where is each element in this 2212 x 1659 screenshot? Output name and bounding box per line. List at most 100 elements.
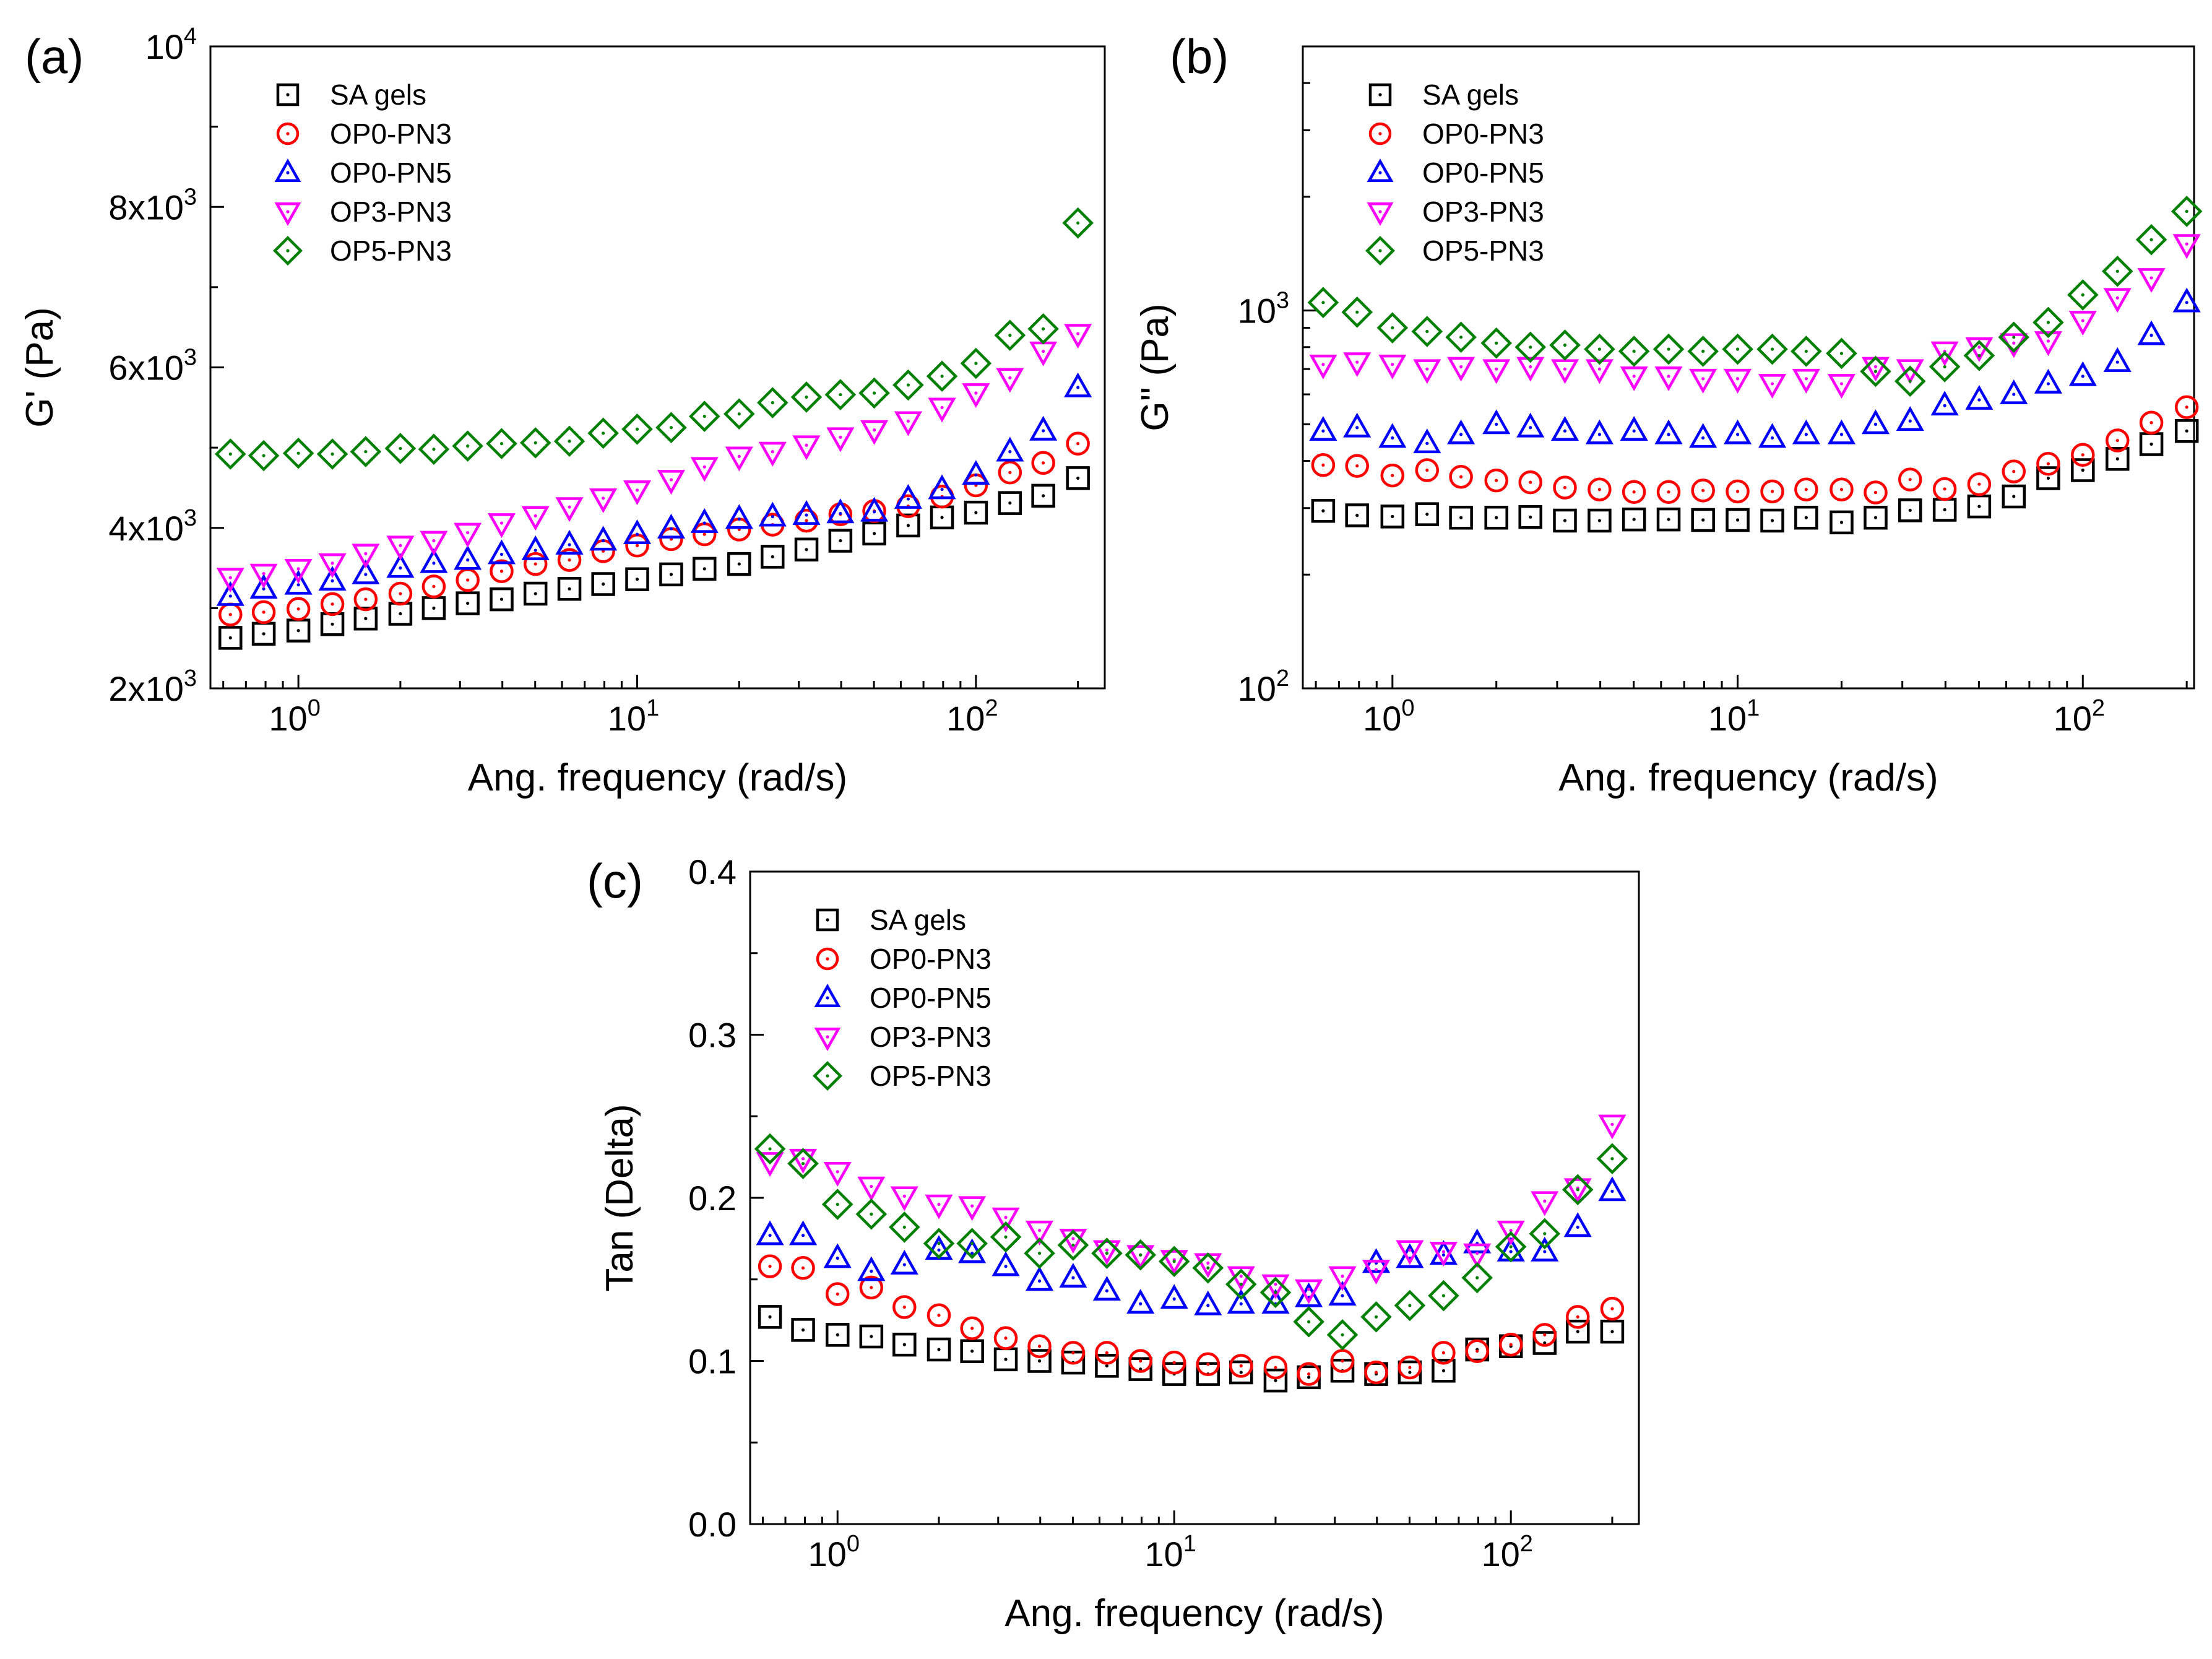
data-point-dot xyxy=(1610,1157,1614,1161)
data-point-dot xyxy=(2149,238,2153,241)
data-point-shape xyxy=(756,1220,784,1245)
y-tick-label: 0.3 xyxy=(688,1016,737,1055)
data-point-dot xyxy=(1105,1289,1109,1293)
data-point xyxy=(1896,405,1924,431)
y-tick-label: 2x103 xyxy=(108,665,197,708)
data-point-dot xyxy=(2046,382,2050,386)
data-point-shape xyxy=(1465,1339,1489,1363)
data-point-shape xyxy=(758,441,787,467)
data-point xyxy=(1497,1220,1525,1245)
data-point xyxy=(553,425,585,457)
data-point-shape xyxy=(859,1324,884,1349)
data-point xyxy=(1653,333,1685,365)
data-point-shape xyxy=(284,570,313,595)
legend-marker xyxy=(1367,158,1394,183)
legend-label: OP5-PN3 xyxy=(330,235,452,267)
legend-marker-dot xyxy=(286,132,290,136)
data-point-dot xyxy=(1701,488,1705,492)
y-tick-label: 0.4 xyxy=(688,852,737,891)
data-point xyxy=(859,1275,884,1300)
data-point xyxy=(928,397,956,423)
data-point xyxy=(956,1228,988,1260)
data-point-shape xyxy=(928,397,956,423)
series-op0-pn5 xyxy=(216,372,1092,606)
data-point-dot xyxy=(2149,442,2153,446)
data-point-dot xyxy=(1441,1250,1445,1254)
legend-marker-dot xyxy=(1378,132,1382,136)
data-point-dot xyxy=(1597,488,1601,492)
data-point-dot xyxy=(1139,1253,1143,1257)
data-point xyxy=(1309,416,1337,441)
data-point-shape xyxy=(998,461,1022,485)
data-point-shape xyxy=(2106,428,2130,453)
data-point-shape xyxy=(960,1316,984,1341)
data-point-shape xyxy=(890,1249,918,1275)
data-point xyxy=(1345,503,1369,527)
data-point-shape xyxy=(218,626,243,650)
data-point-dot xyxy=(771,555,774,559)
data-point xyxy=(625,567,649,591)
data-point-shape xyxy=(1449,464,1473,489)
data-point-shape xyxy=(857,1256,886,1281)
data-point xyxy=(1654,419,1683,444)
data-point xyxy=(1827,419,1856,444)
legend-marker xyxy=(1368,83,1392,106)
data-point xyxy=(1622,480,1646,504)
data-point xyxy=(1196,1352,1220,1377)
data-point-shape xyxy=(557,577,582,601)
data-point xyxy=(1722,333,1753,365)
data-point-shape xyxy=(2106,446,2130,471)
data-point-shape xyxy=(1758,374,1787,399)
data-point-dot xyxy=(1667,347,1670,351)
data-point-shape xyxy=(1263,1368,1288,1393)
data-point xyxy=(591,572,615,596)
data-point-shape xyxy=(589,488,618,513)
data-point xyxy=(892,1295,917,1319)
data-point-dot xyxy=(2115,457,2119,461)
data-point-dot xyxy=(2012,336,2016,339)
data-point-dot xyxy=(1735,347,1740,351)
data-point-dot xyxy=(228,594,232,598)
panel-c: (c) 100 101 102 0.0 0.1 0.2 0.3 0.4 Ang. frequenc… xyxy=(587,852,1640,1635)
data-point xyxy=(1394,1289,1426,1322)
data-point-shape xyxy=(892,369,924,401)
data-point-dot xyxy=(906,524,910,527)
data-point-dot xyxy=(1274,1379,1277,1382)
data-point-shape xyxy=(1929,351,1961,383)
data-point-shape xyxy=(454,522,482,548)
series-op3-pn3 xyxy=(216,324,1092,593)
data-point xyxy=(1160,1284,1188,1309)
data-point xyxy=(2174,395,2199,419)
data-point-shape xyxy=(284,559,313,584)
data-point-shape xyxy=(1362,1260,1391,1285)
data-point xyxy=(758,1254,782,1278)
data-point-shape xyxy=(1598,1176,1627,1202)
data-point xyxy=(1518,505,1542,529)
data-point-dot xyxy=(1543,1232,1547,1236)
data-point xyxy=(1723,368,1752,394)
data-point-shape xyxy=(1031,451,1055,475)
data-point-shape xyxy=(754,1133,786,1165)
data-point-dot xyxy=(1563,343,1567,347)
data-point-dot xyxy=(1441,1253,1445,1257)
data-point xyxy=(960,1316,984,1341)
data-point-shape xyxy=(1896,405,1924,431)
data-point xyxy=(1791,336,1822,367)
data-point-dot xyxy=(974,473,978,477)
data-point-shape xyxy=(1160,1284,1188,1309)
data-point-shape xyxy=(1029,415,1058,441)
data-point-shape xyxy=(1565,1305,1590,1329)
data-point-shape xyxy=(318,566,347,591)
data-point xyxy=(1066,431,1090,456)
data-point-dot xyxy=(296,451,300,455)
data-point-dot xyxy=(635,488,639,492)
data-point xyxy=(1830,477,1854,501)
data-point-dot xyxy=(2185,405,2188,409)
data-point xyxy=(487,513,516,539)
data-point xyxy=(1343,412,1372,438)
legend-marker-shape xyxy=(816,947,839,971)
data-point-shape xyxy=(591,572,615,596)
data-point xyxy=(1600,1296,1625,1321)
x-tick-label: 102 xyxy=(2054,695,2105,738)
data-point xyxy=(1029,415,1058,441)
